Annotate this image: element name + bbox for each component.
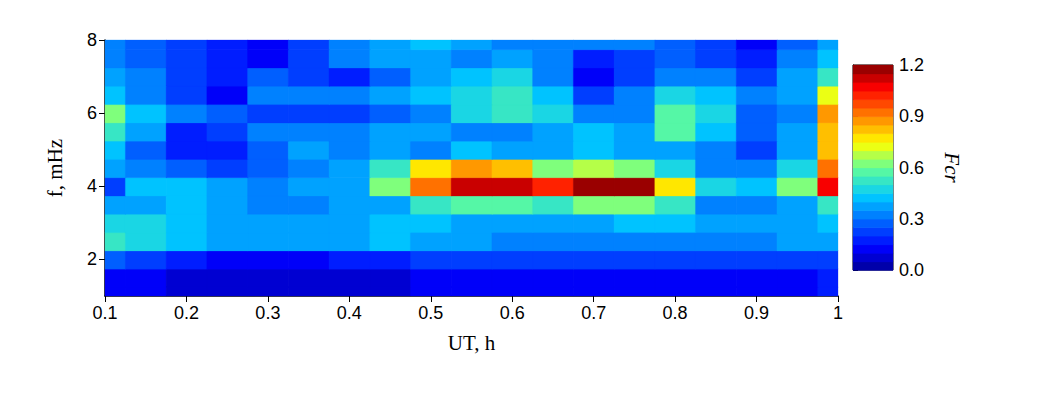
svg-text:0.2: 0.2 — [174, 303, 199, 323]
svg-text:8: 8 — [87, 30, 97, 50]
svg-text:f, mHz: f, mHz — [43, 139, 67, 197]
svg-text:1: 1 — [833, 303, 843, 323]
svg-text:UT, h: UT, h — [448, 331, 496, 355]
svg-text:Fcr: Fcr — [940, 151, 964, 183]
svg-text:0.7: 0.7 — [581, 303, 606, 323]
svg-text:0.6: 0.6 — [899, 158, 924, 178]
svg-text:0.8: 0.8 — [663, 303, 688, 323]
svg-text:4: 4 — [87, 176, 97, 196]
svg-text:0.9: 0.9 — [899, 106, 924, 126]
svg-text:0.4: 0.4 — [337, 303, 362, 323]
svg-text:1.2: 1.2 — [899, 55, 924, 75]
svg-text:0.1: 0.1 — [92, 303, 117, 323]
svg-text:2: 2 — [87, 249, 97, 269]
svg-text:0.3: 0.3 — [899, 209, 924, 229]
svg-text:0.0: 0.0 — [899, 260, 924, 280]
svg-text:0.6: 0.6 — [500, 303, 525, 323]
svg-text:0.9: 0.9 — [744, 303, 769, 323]
svg-text:0.5: 0.5 — [418, 303, 443, 323]
svg-text:0.3: 0.3 — [255, 303, 280, 323]
svg-text:6: 6 — [87, 103, 97, 123]
